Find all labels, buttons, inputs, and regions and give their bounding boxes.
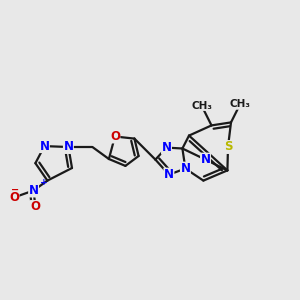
Text: N: N	[39, 140, 50, 153]
Text: −: −	[11, 184, 19, 195]
Text: O: O	[9, 191, 19, 204]
Text: N: N	[200, 153, 211, 166]
Text: O: O	[110, 130, 120, 143]
Text: S: S	[224, 140, 232, 154]
Text: O: O	[30, 200, 40, 214]
Text: CH₃: CH₃	[191, 100, 212, 111]
Text: N: N	[63, 140, 74, 154]
Text: N: N	[180, 162, 190, 175]
Text: N: N	[164, 168, 174, 181]
Text: +: +	[40, 178, 47, 187]
Text: N: N	[28, 184, 39, 197]
Text: N: N	[161, 141, 172, 154]
Text: CH₃: CH₃	[230, 99, 250, 110]
